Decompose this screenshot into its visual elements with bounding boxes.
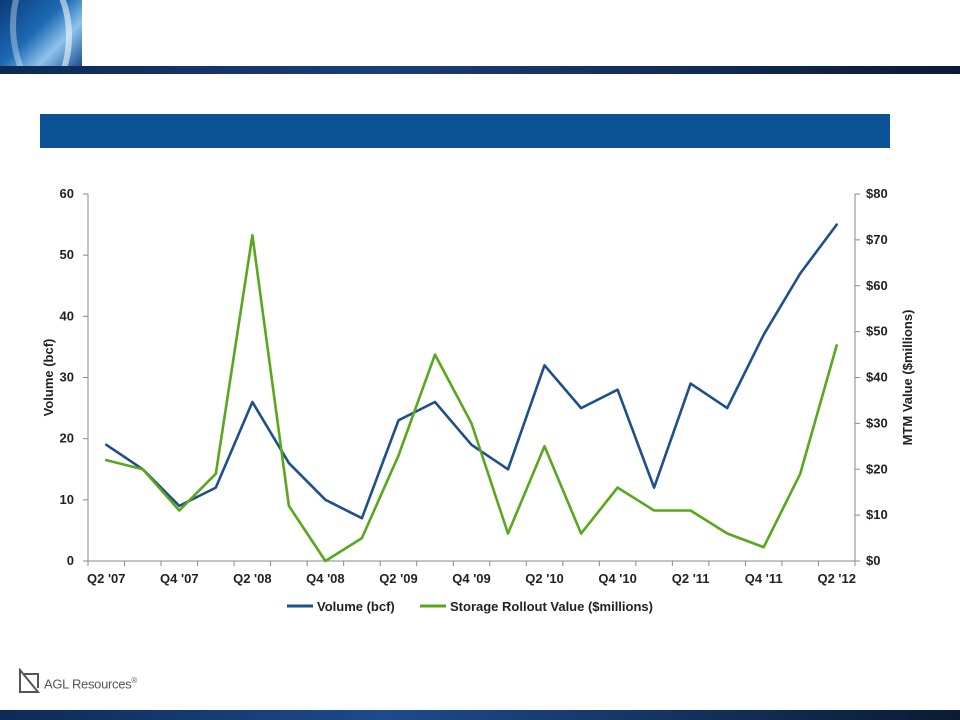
right-y-tick-label: $40 <box>866 370 888 385</box>
right-y-tick-label: $30 <box>866 415 888 430</box>
title-bar <box>40 114 890 148</box>
agl-logo-icon <box>19 668 40 693</box>
x-tick-label: Q2 '08 <box>233 571 272 586</box>
left-y-tick-label: 30 <box>60 370 74 385</box>
legend-label-0: Volume (bcf) <box>317 599 395 614</box>
right-axis-title: MTM Value ($millions) <box>900 310 915 446</box>
x-tick-label: Q2 '10 <box>525 571 564 586</box>
x-tick-label: Q2 '11 <box>672 571 710 586</box>
brand-name: AGL Resources® <box>44 676 137 692</box>
right-y-tick-label: $0 <box>866 553 880 568</box>
left-y-tick-label: 50 <box>60 247 74 262</box>
header-rule <box>0 66 960 74</box>
x-tick-label: Q4 '09 <box>452 571 491 586</box>
x-tick-label: Q2 '12 <box>817 571 856 586</box>
legend-label-1: Storage Rollout Value ($millions) <box>450 599 653 614</box>
right-y-tick-label: $20 <box>866 461 888 476</box>
right-y-tick-label: $10 <box>866 507 888 522</box>
series-line-1 <box>105 234 839 563</box>
left-y-tick-label: 60 <box>60 186 74 201</box>
x-tick-label: Q4 '10 <box>598 571 637 586</box>
header-logo-art <box>0 0 82 66</box>
x-tick-label: Q2 '07 <box>87 571 126 586</box>
right-y-tick-label: $70 <box>866 232 888 247</box>
left-y-tick-label: 10 <box>60 492 74 507</box>
left-y-tick-label: 0 <box>67 553 74 568</box>
x-tick-label: Q2 '09 <box>379 571 418 586</box>
series-line-0 <box>105 223 839 520</box>
left-y-tick-label: 40 <box>60 308 74 323</box>
x-tick-label: Q4 '11 <box>745 571 783 586</box>
left-axis-title: Volume (bcf) <box>41 339 56 417</box>
agl-resources-logo: AGL Resources® <box>18 668 218 694</box>
right-y-tick-label: $60 <box>866 278 888 293</box>
right-y-tick-label: $50 <box>866 324 888 339</box>
left-y-tick-label: 20 <box>60 431 74 446</box>
right-y-tick-label: $80 <box>866 186 888 201</box>
footer-rule <box>0 710 960 720</box>
x-tick-label: Q4 '08 <box>306 571 345 586</box>
x-tick-label: Q4 '07 <box>160 571 199 586</box>
